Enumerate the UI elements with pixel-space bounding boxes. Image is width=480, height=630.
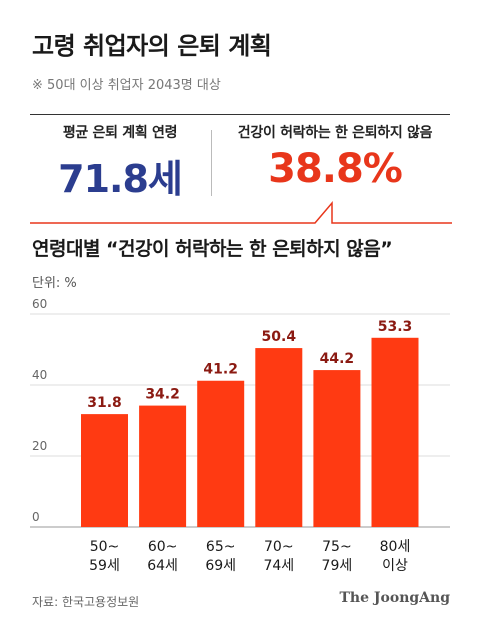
- bar: [81, 414, 128, 527]
- bar: [139, 405, 187, 527]
- bar-value-label: 50.4: [262, 329, 297, 345]
- page-subtitle: ※ 50대 이상 취업자 2043명 대상: [32, 78, 221, 93]
- chart-title: 연령대별 “건강이 허락하는 한 은퇴하지 않음”: [32, 238, 393, 260]
- stat-average-age: 평균 은퇴 계획 연령 71.8세: [30, 122, 210, 203]
- bar-value-label: 44.2: [320, 351, 355, 367]
- bar: [313, 370, 361, 527]
- stat-divider: [211, 130, 212, 196]
- callout-pointer: [30, 200, 452, 224]
- x-tick-label: 70~ 74세: [263, 539, 294, 574]
- bar: [197, 380, 245, 527]
- y-tick-label: 0: [32, 510, 40, 524]
- x-tick-label: 50~ 59세: [89, 539, 120, 574]
- bar: [371, 337, 419, 527]
- bar-value-label: 34.2: [145, 387, 180, 403]
- source-note: 자료: 한국고용정보원: [32, 595, 140, 609]
- callout-pointer-line: [30, 200, 452, 224]
- y-tick-label: 20: [32, 439, 47, 453]
- y-tick-label: 60: [32, 297, 47, 311]
- top-divider: [30, 114, 450, 115]
- brand-logo: The JoongAng: [339, 590, 450, 606]
- y-tick-label: 40: [32, 368, 47, 382]
- bar-value-label: 41.2: [203, 362, 238, 378]
- stat-average-age-label: 평균 은퇴 계획 연령: [62, 125, 178, 141]
- bar-value-label: 53.3: [378, 319, 413, 335]
- stat-no-retire-label: 건강이 허락하는 한 은퇴하지 않음: [237, 125, 433, 141]
- chart-unit-label: 단위: %: [32, 276, 77, 291]
- bar-value-label: 31.8: [87, 395, 122, 411]
- stat-average-age-value: 71.8세: [58, 157, 183, 201]
- stat-no-retire-value: 38.8%: [268, 146, 403, 192]
- page-title: 고령 취업자의 은퇴 계획: [32, 32, 272, 60]
- x-tick-label: 80세 이상: [380, 539, 411, 574]
- bar: [255, 348, 303, 527]
- stat-no-retire: 건강이 허락하는 한 은퇴하지 않음 38.8%: [212, 122, 458, 192]
- x-tick-label: 75~ 79세: [322, 539, 353, 574]
- x-tick-label: 60~ 64세: [147, 539, 178, 574]
- x-tick-label: 65~ 69세: [205, 539, 236, 574]
- bar-chart: 0 20 40 60 31.8 50~ 59세 34.2 60~ 64세 41.2 65~ 69세 50.…: [30, 297, 450, 574]
